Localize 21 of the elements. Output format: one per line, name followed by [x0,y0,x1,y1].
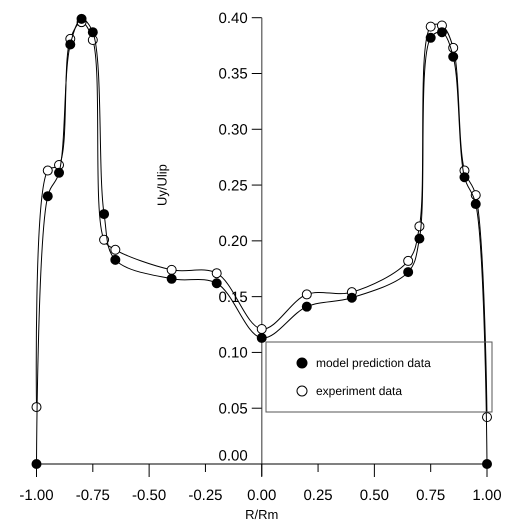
legend-label: experiment data [316,384,402,398]
y-tick-label: 0.05 [218,400,248,418]
x-tick-label: 0.25 [303,487,333,504]
x-tick-label: -1.00 [19,487,54,504]
legend-label: model prediction data [316,356,432,370]
y-tick-label: 0.00 [218,447,248,464]
x-tick-label: 1.00 [472,487,502,504]
y-tick-label: 0.40 [218,10,248,27]
x-tick-label: -0.50 [132,487,166,504]
x-tick-label: -0.75 [76,487,110,504]
y-axis-title: Uy/Ulip [154,164,170,206]
x-tick-label: 0.00 [247,487,276,504]
y-tick-label: 0.30 [218,122,248,139]
x-axis-title: R/Rm [245,507,278,522]
x-tick-label: -0.25 [188,487,223,504]
y-tick-label: 0.35 [218,66,248,83]
y-tick-label: 0.10 [218,344,248,362]
y-tick-label: 0.25 [218,177,248,194]
y-tick-label: 0.20 [218,233,248,250]
x-tick-label: 0.50 [360,487,389,504]
x-tick-label: 0.75 [416,487,446,504]
